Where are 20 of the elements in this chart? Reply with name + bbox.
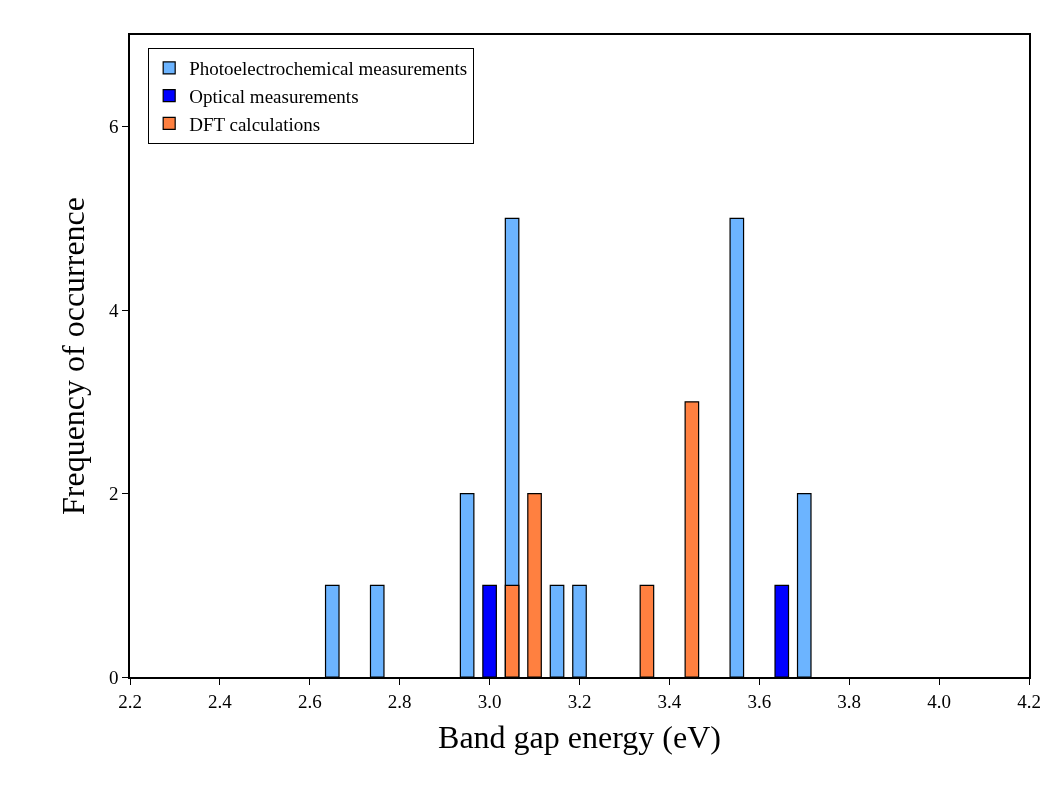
y-axis-title: Frequency of occurrence [54, 196, 91, 516]
y-tick-label: 0 [108, 666, 119, 688]
y-tick-label: 2 [108, 483, 119, 505]
legend-label: Photoelectrochemical measurements [189, 58, 468, 80]
x-tick-label: 3.0 [477, 690, 502, 712]
x-axis-title: Band gap energy (eV) [438, 718, 721, 755]
x-tick-label: 2.4 [208, 690, 233, 712]
x-tick-label: 2.2 [118, 690, 142, 712]
x-tick-label: 3.4 [657, 690, 682, 712]
x-tick-label: 3.6 [747, 690, 772, 712]
x-tick-label: 3.8 [837, 690, 862, 712]
y-tick-label: 4 [108, 299, 119, 321]
x-tick-label: 2.6 [297, 690, 322, 712]
x-tick-label: 2.8 [387, 690, 412, 712]
x-tick-label: 4.2 [1017, 690, 1041, 712]
x-tick-label: 3.2 [567, 690, 592, 712]
legend-label: DFT calculations [189, 113, 321, 135]
legend-label: Optical measurements [189, 86, 359, 107]
y-tick-label: 6 [108, 116, 119, 138]
x-tick-label: 4.0 [927, 690, 951, 712]
